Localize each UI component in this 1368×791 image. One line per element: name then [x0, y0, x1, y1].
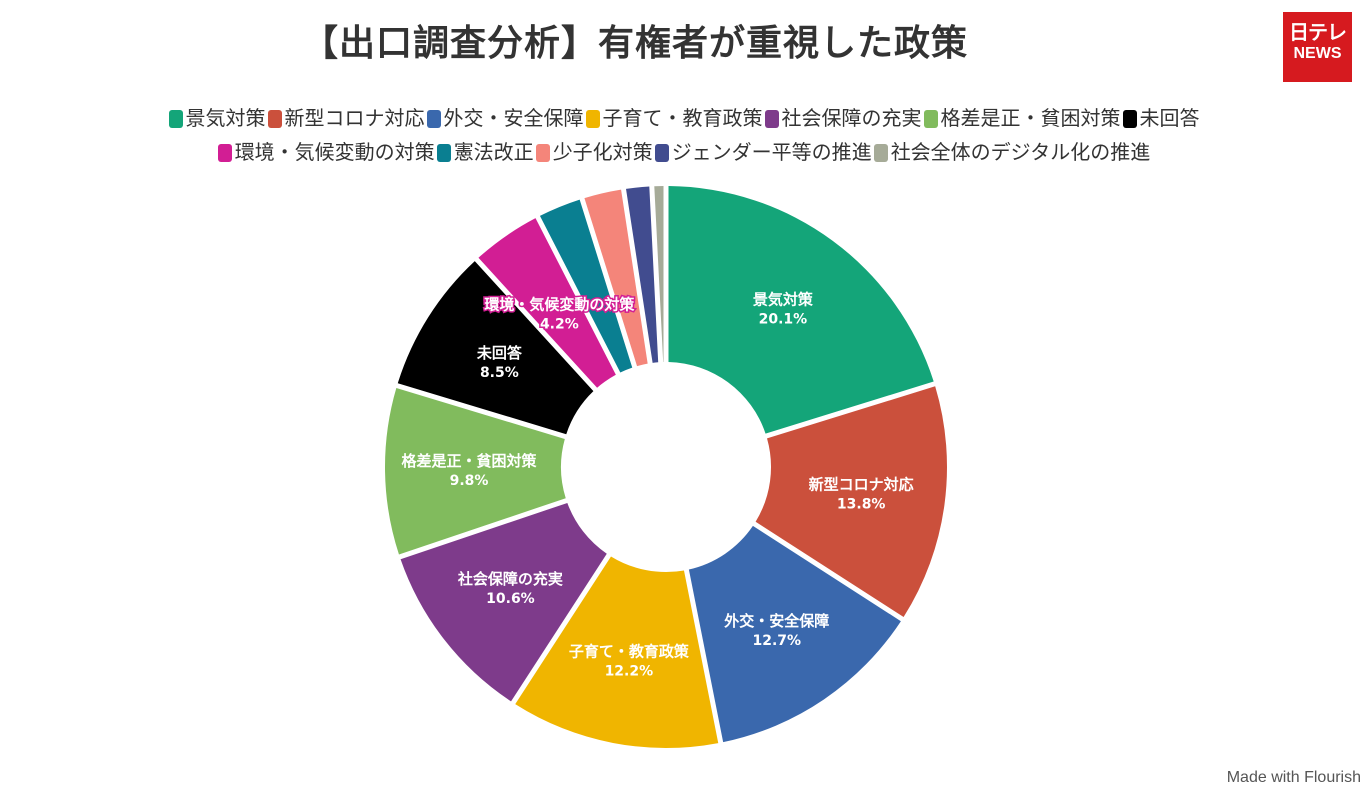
pie-slice[interactable]: [397, 261, 594, 435]
legend-item[interactable]: 社会保障の充実: [764, 102, 922, 135]
legend-swatch: [585, 110, 600, 128]
pie-slice[interactable]: [385, 387, 566, 555]
legend-item[interactable]: 外交・安全保障: [426, 102, 584, 135]
pie-slice[interactable]: [654, 186, 664, 363]
legend-item[interactable]: 少子化対策: [535, 136, 653, 169]
legend-item[interactable]: 子育て・教育政策: [585, 102, 763, 135]
slice-category-label: 子育て・教育政策: [569, 642, 690, 660]
pie-slice[interactable]: [626, 186, 659, 363]
slice-value-label: 4.2%: [540, 316, 579, 332]
legend-label: 憲法改正: [453, 140, 534, 164]
slice-value-label: 9.8%: [450, 473, 489, 489]
legend-item[interactable]: 格差是正・貧困対策: [923, 102, 1121, 135]
pie-slice[interactable]: [755, 386, 947, 618]
ntv-news-logo: 日テレ NEWS: [1283, 12, 1352, 82]
legend-swatch: [873, 144, 888, 162]
flourish-credit[interactable]: Made with Flourish: [1226, 769, 1361, 786]
logo-line-1: 日テレ: [1289, 22, 1347, 44]
chart-title: 【出口調査分析】有権者が重視した政策: [301, 23, 968, 64]
legend-swatch: [923, 110, 938, 128]
slice-value-label: 12.2%: [605, 663, 654, 679]
legend-item[interactable]: 社会全体のデジタル化の推進: [873, 136, 1151, 169]
legend-label: 社会保障の充実: [781, 106, 922, 130]
legend-label: 外交・安全保障: [443, 106, 584, 130]
legend-label: 新型コロナ対応: [284, 106, 425, 130]
legend-item[interactable]: 環境・気候変動の対策: [217, 136, 435, 169]
legend-swatch: [217, 144, 232, 162]
legend-swatch: [764, 110, 779, 128]
slice-category-label: 新型コロナ対応: [809, 476, 914, 494]
legend-item[interactable]: 憲法改正: [436, 136, 534, 169]
slice-category-label: 未回答: [476, 344, 523, 362]
legend-row: 景気対策 新型コロナ対応 外交・安全保障 子育て・教育政策 社会保障の充実 格差是正・貧困…: [0, 101, 1368, 135]
legend-label: 社会全体のデジタル化の推進: [890, 140, 1151, 164]
legend-item[interactable]: 景気対策: [168, 102, 266, 135]
legend-swatch: [535, 144, 550, 162]
legend-swatch: [436, 144, 451, 162]
pie-slice[interactable]: [515, 556, 719, 748]
pie-slice[interactable]: [478, 218, 616, 388]
legend-label: 環境・気候変動の対策: [234, 140, 435, 164]
legend-label: ジェンダー平等の推進: [671, 140, 872, 164]
pie-slice[interactable]: [584, 189, 648, 367]
slice-category-label: 景気対策: [753, 290, 814, 308]
legend-item[interactable]: 未回答: [1122, 102, 1200, 135]
legend-item[interactable]: ジェンダー平等の推進: [654, 136, 872, 169]
legend-row: 環境・気候変動の対策 憲法改正 少子化対策 ジェンダー平等の推進 社会全体のデジタル化の…: [0, 135, 1368, 169]
slice-value-label: 8.5%: [480, 365, 519, 381]
slice-category-label: 社会保障の充実: [457, 570, 563, 588]
legend-label: 格差是正・貧困対策: [940, 106, 1121, 130]
slice-category-label: 格差是正・貧困対策: [402, 452, 538, 470]
pie-slice[interactable]: [400, 502, 607, 702]
legend-label: 景気対策: [185, 106, 266, 130]
slice-value-label: 10.6%: [486, 591, 535, 607]
legend-swatch: [1122, 110, 1137, 128]
logo-line-2: NEWS: [1293, 45, 1342, 62]
slice-category-label: 環境・気候変動の対策: [484, 295, 635, 313]
slice-value-label: 12.7%: [753, 633, 802, 649]
pie-slice[interactable]: [668, 186, 934, 434]
legend-label: 未回答: [1139, 106, 1200, 130]
slice-value-label: 20.1%: [759, 311, 808, 327]
legend-swatch: [267, 110, 282, 128]
chart-legend: 景気対策 新型コロナ対応 外交・安全保障 子育て・教育政策 社会保障の充実 格差是正・貧困…: [0, 101, 1368, 169]
legend-swatch: [654, 144, 669, 162]
legend-swatch: [426, 110, 441, 128]
legend-label: 少子化対策: [552, 140, 653, 164]
pie-slice[interactable]: [688, 525, 901, 743]
slice-value-label: 13.8%: [837, 497, 886, 513]
legend-item[interactable]: 新型コロナ対応: [267, 102, 425, 135]
legend-label: 子育て・教育政策: [602, 106, 763, 130]
legend-swatch: [168, 110, 183, 128]
slice-category-label: 外交・安全保障: [723, 612, 829, 630]
pie-slice[interactable]: [539, 199, 633, 373]
